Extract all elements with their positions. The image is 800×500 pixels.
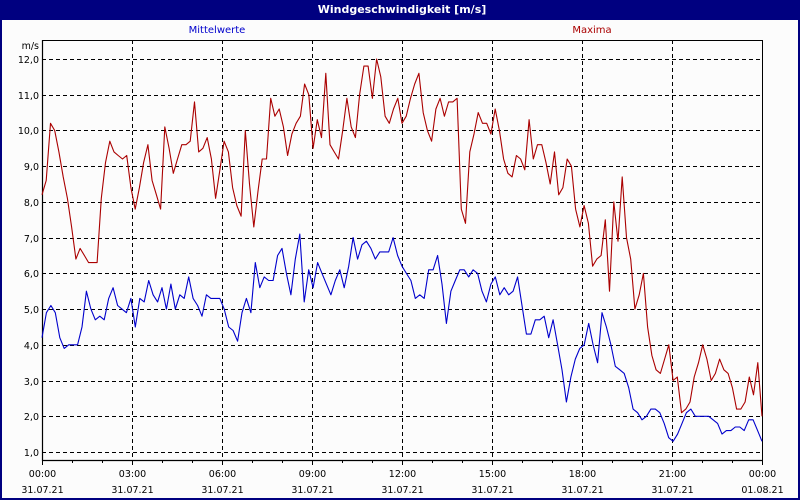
y-tick-label: 12,0 [18,55,39,66]
x-tick-time: 12:00 [389,469,416,480]
x-tick-date: 31.07.21 [471,485,513,496]
x-tick-time: 06:00 [209,469,236,480]
x-tick-time: 09:00 [299,469,326,480]
y-axis-unit: m/s [22,41,39,52]
y-tick-label: 1,0 [24,448,39,459]
x-tick-time: 15:00 [479,469,506,480]
x-tick-time: 18:00 [569,469,596,480]
axis-labels: 1,0 2,0 3,0 4,0 5,0 6,0 7,0 8,0 9,0 10,0 11,0 12,0 m… [18,41,784,496]
y-tick-label: 4,0 [24,341,39,352]
y-tick-label: 6,0 [24,269,39,280]
x-tick-time: 00:00 [29,469,56,480]
chart-axes [41,40,763,465]
x-tick-date: 31.07.21 [111,485,153,496]
chart-grid [42,40,762,460]
y-tick-label: 2,0 [24,412,39,423]
legend-mittelwerte: Mittelwerte [188,25,246,36]
y-tick-label: 8,0 [24,198,39,209]
x-tick-date: 31.07.21 [561,485,603,496]
y-tick-label: 9,0 [24,162,39,173]
series-mittelwerte-line [41,233,763,442]
y-tick-label: 7,0 [24,234,39,245]
x-tick-date: 31.07.21 [291,485,333,496]
window-title: Windgeschwindigkeit [m/s] [2,0,800,20]
y-tick-label: 10,0 [18,126,39,137]
x-tick-time: 03:00 [119,469,146,480]
y-tick-label: 11,0 [18,91,39,102]
legend-maxima: Maxima [572,25,612,36]
x-tick-time: 21:00 [659,469,686,480]
chart-series [41,58,763,442]
x-tick-time: 00:00 [749,469,776,480]
x-tick-date: 31.07.21 [201,485,243,496]
y-tick-label: 3,0 [24,377,39,388]
x-tick-date: 01.08.21 [741,485,783,496]
x-tick-date: 31.07.21 [651,485,693,496]
y-tick-label: 5,0 [24,305,39,316]
series-maxima-line [41,58,763,417]
x-tick-date: 31.07.21 [381,485,423,496]
x-tick-date: 31.07.21 [21,485,63,496]
